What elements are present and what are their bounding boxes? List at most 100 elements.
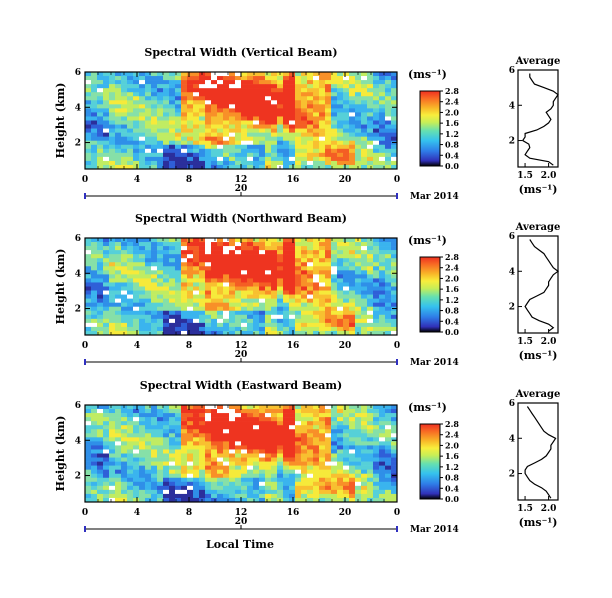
heatmap-cell [151, 140, 158, 146]
heatmap-cell [313, 413, 320, 418]
heatmap-cell [145, 282, 152, 287]
heatmap-cell [169, 282, 176, 287]
heatmap-cell [175, 80, 182, 85]
heatmap-cell [361, 274, 368, 279]
heatmap-cell [91, 156, 98, 162]
heatmap-cell [313, 298, 320, 303]
heatmap-cell [127, 112, 134, 117]
heatmap-cell [223, 290, 230, 295]
heatmap-cell [319, 242, 326, 247]
heatmap-cell [343, 156, 350, 162]
heatmap-cell [205, 84, 212, 89]
heatmap-cell [259, 266, 266, 271]
heatmap-cell [133, 282, 140, 287]
heatmap-cell [157, 449, 164, 454]
heatmap-cell [139, 274, 146, 279]
heatmap-cell [241, 136, 248, 142]
heatmap-cell [391, 314, 398, 320]
heatmap-cell [325, 278, 332, 283]
heatmap-cell [223, 302, 230, 308]
heatmap-cell [223, 160, 230, 166]
heatmap-cell [331, 92, 338, 97]
heatmap-cell [133, 306, 140, 312]
heatmap-cell [163, 80, 170, 85]
heatmap-cell [313, 493, 320, 499]
colorbar-tick-label: 1.6 [445, 284, 459, 294]
heatmap-cell [277, 322, 284, 328]
heatmap-cell [109, 282, 116, 287]
heatmap-cell [199, 80, 206, 85]
heatmap-cell [319, 112, 326, 117]
heatmap-cell [331, 445, 338, 450]
heatmap-cell [205, 457, 212, 462]
heatmap-cell [187, 72, 194, 77]
heatmap-cell [175, 437, 182, 442]
heatmap-cell [217, 108, 224, 113]
heatmap-cell [163, 84, 170, 89]
heatmap-cell [247, 242, 254, 247]
heatmap-cell [199, 318, 206, 324]
heatmap-cell [163, 274, 170, 279]
heatmap-cell [295, 278, 302, 283]
heatmap-cell [187, 405, 194, 410]
heatmap-cell [271, 453, 278, 458]
heatmap-cell [367, 152, 374, 158]
heatmap-cell [97, 469, 104, 475]
heatmap-cell [91, 266, 98, 271]
heatmap-cell [163, 413, 170, 418]
heatmap-cell [175, 302, 182, 308]
heatmap-cell [157, 294, 164, 299]
heatmap-cell [319, 164, 326, 170]
heatmap-cell [205, 310, 212, 316]
heatmap-cell [175, 286, 182, 291]
heatmap-cell [289, 242, 296, 247]
heatmap-cell [367, 266, 374, 271]
heatmap-cell [259, 72, 266, 77]
heatmap-cell [379, 457, 386, 462]
heatmap-cell [349, 413, 356, 418]
heatmap-cell [151, 322, 158, 328]
heatmap-cell [139, 429, 146, 434]
heatmap-cell [379, 112, 386, 117]
heatmap-cell [283, 246, 290, 251]
heatmap-cell [235, 453, 242, 458]
heatmap-cell [121, 254, 128, 259]
heatmap-cell [229, 76, 236, 81]
heatmap-cell [175, 104, 182, 109]
heatmap-cell [151, 433, 158, 438]
heatmap-cell [211, 108, 218, 113]
heatmap-cell [103, 258, 110, 263]
heatmap-cell [295, 128, 302, 133]
heatmap-cell [235, 72, 242, 77]
heatmap-cell [223, 100, 230, 105]
heatmap-cell [127, 485, 134, 491]
heatmap-cell [103, 148, 110, 154]
heatmap-cell [121, 270, 128, 275]
heatmap-cell [283, 282, 290, 287]
heatmap-cell [121, 477, 128, 483]
heatmap-cell [97, 258, 104, 263]
heatmap-cell [223, 270, 230, 275]
heatmap-cell [361, 148, 368, 154]
heatmap-cell [361, 294, 368, 299]
heatmap-cell [91, 481, 98, 487]
heatmap-cell [301, 314, 308, 320]
heatmap-cell [157, 409, 164, 414]
heatmap-cell [145, 453, 152, 458]
heatmap-cell [259, 449, 266, 454]
heatmap-cell [283, 497, 290, 503]
heatmap-cell [259, 473, 266, 479]
heatmap-cell [259, 140, 266, 146]
heatmap-cell [319, 136, 326, 142]
heatmap-cell [373, 152, 380, 158]
heatmap-cell [361, 80, 368, 85]
heatmap-cell [325, 156, 332, 162]
heatmap-cell [145, 461, 152, 466]
heatmap-cell [391, 148, 398, 154]
heatmap-cell [103, 76, 110, 81]
heatmap-cell [355, 310, 362, 316]
heatmap-cell [289, 112, 296, 117]
heatmap-cell [175, 152, 182, 158]
heatmap-cell [235, 148, 242, 154]
heatmap-cell [187, 417, 194, 422]
